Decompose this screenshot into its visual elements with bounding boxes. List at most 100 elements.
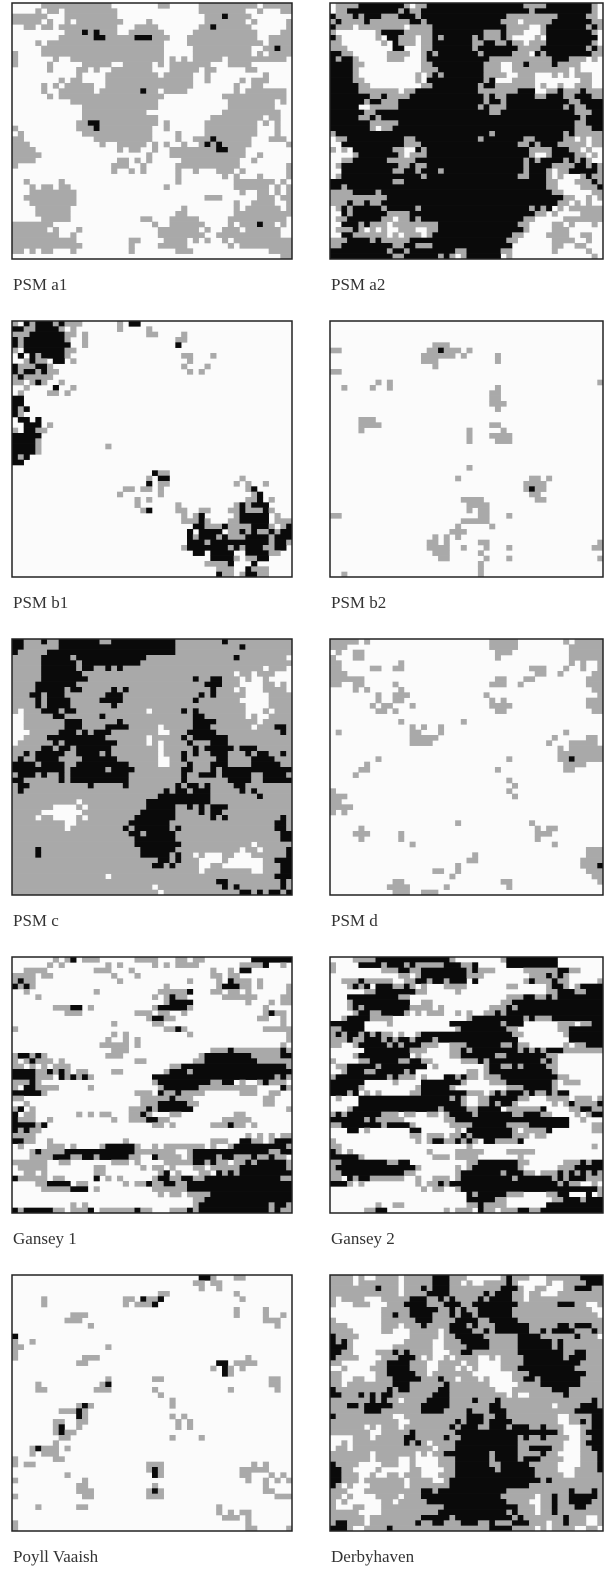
mosaic-cell: [330, 1176, 342, 1182]
mosaic-cell: [467, 968, 473, 974]
mosaic-cell: [467, 502, 490, 508]
mosaic-cell: [455, 1456, 489, 1462]
mosaic-cell: [444, 978, 450, 984]
mosaic-cell: [330, 810, 336, 816]
mosaic-cell: [535, 1016, 552, 1022]
mosaic-cell: [506, 994, 523, 1000]
mosaic-cell: [12, 1176, 18, 1182]
mosaic-cell: [216, 24, 251, 30]
mosaic-cell: [432, 30, 483, 36]
mosaic-cell: [18, 369, 24, 375]
mosaic-cell: [82, 110, 146, 116]
mosaic-cell: [65, 687, 71, 693]
mosaic-cell: [358, 1005, 364, 1011]
mosaic-cell: [410, 211, 535, 217]
mosaic-cell: [489, 56, 552, 62]
mosaic-cell: [234, 1154, 252, 1160]
mosaic-cell: [30, 1128, 42, 1134]
mosaic-cell: [484, 99, 490, 105]
mosaic-cell: [111, 1048, 129, 1054]
mosaic-cell: [330, 56, 336, 62]
mosaic-cell: [592, 24, 598, 30]
mosaic-cell: [421, 1186, 427, 1192]
mosaic-cell: [170, 1414, 176, 1420]
mosaic-cell: [65, 83, 94, 89]
mosaic-cell: [540, 1456, 563, 1462]
mosaic-cell: [82, 687, 111, 693]
mosaic-cell: [552, 1478, 603, 1484]
mosaic-cell: [280, 1048, 286, 1054]
mosaic-cell: [257, 842, 292, 848]
mosaic-cell: [65, 348, 77, 354]
mosaic-cell: [427, 152, 530, 158]
mosaic-cell: [501, 1398, 592, 1404]
mosaic-cell: [330, 1286, 376, 1292]
mosaic-cell: [240, 788, 246, 794]
mosaic-cell: [415, 147, 421, 153]
mosaic-cell: [421, 973, 467, 979]
mosaic-cell: [228, 222, 234, 228]
mosaic-cell: [175, 168, 181, 174]
mosaic-cell: [216, 232, 280, 238]
mosaic-cell: [569, 168, 598, 174]
mosaic-cell: [558, 1403, 581, 1409]
mosaic-cell: [404, 30, 433, 36]
mosaic-cell: [47, 67, 53, 73]
mosaic-cell: [489, 639, 518, 645]
mosaic-cell: [65, 692, 106, 698]
mosaic-cell: [506, 884, 512, 890]
mosaic-cell: [82, 1414, 88, 1420]
mosaic-panel: [330, 321, 603, 577]
mosaic-cell: [76, 1419, 88, 1425]
mosaic-cell: [478, 1520, 490, 1526]
mosaic-cell: [438, 1037, 518, 1043]
mosaic-cell: [222, 810, 292, 816]
mosaic-cell: [410, 1419, 456, 1425]
mosaic-cell: [512, 1424, 529, 1430]
mosaic-cell: [12, 449, 36, 455]
mosaic-cell: [181, 56, 187, 62]
mosaic-cell: [364, 639, 370, 645]
mosaic-cell: [353, 62, 365, 68]
mosaic-cell: [222, 227, 240, 233]
mosaic-cell: [53, 385, 59, 391]
mosaic-cell: [111, 168, 117, 174]
mosaic-cell: [404, 88, 416, 94]
mosaic-cell: [444, 1181, 450, 1187]
mosaic-cell: [280, 831, 292, 837]
mosaic-cell: [336, 131, 490, 137]
mosaic-cell: [158, 989, 187, 995]
mosaic-cell: [181, 1064, 286, 1070]
mosaic-cell: [47, 94, 53, 100]
mosaic-cell: [415, 206, 421, 212]
mosaic-cell: [558, 751, 604, 757]
mosaic-cell: [245, 227, 280, 233]
mosaic-cell: [210, 1048, 228, 1054]
mosaic-cell: [580, 1456, 597, 1462]
mosaic-cell: [24, 639, 42, 645]
mosaic-cell: [410, 968, 422, 974]
mosaic-cell: [41, 708, 59, 714]
mosaic-cell: [59, 1408, 77, 1414]
mosaic-cell: [280, 1312, 286, 1318]
mosaic-cell: [240, 529, 246, 535]
mosaic-cell: [12, 815, 36, 821]
mosaic-cell: [353, 227, 359, 233]
mosaic-cell: [336, 24, 353, 30]
mosaic-cell: [563, 1515, 569, 1521]
mosaic-cell: [552, 1058, 558, 1064]
mosaic-cell: [563, 94, 575, 100]
mosaic-cell: [370, 126, 376, 132]
mosaic-cell: [552, 211, 558, 217]
mosaic-cell: [438, 1488, 507, 1494]
mosaic-cell: [535, 142, 541, 148]
mosaic-cell: [393, 248, 405, 254]
mosaic-cell: [135, 1144, 141, 1150]
mosaic-cell: [245, 502, 251, 508]
mosaic-cell: [569, 1101, 575, 1107]
mosaic-cell: [146, 1112, 152, 1118]
mosaic-cell: [472, 962, 478, 968]
mosaic-cell: [205, 126, 258, 132]
mosaic-cell: [421, 206, 529, 212]
mosaic-cell: [175, 994, 187, 1000]
